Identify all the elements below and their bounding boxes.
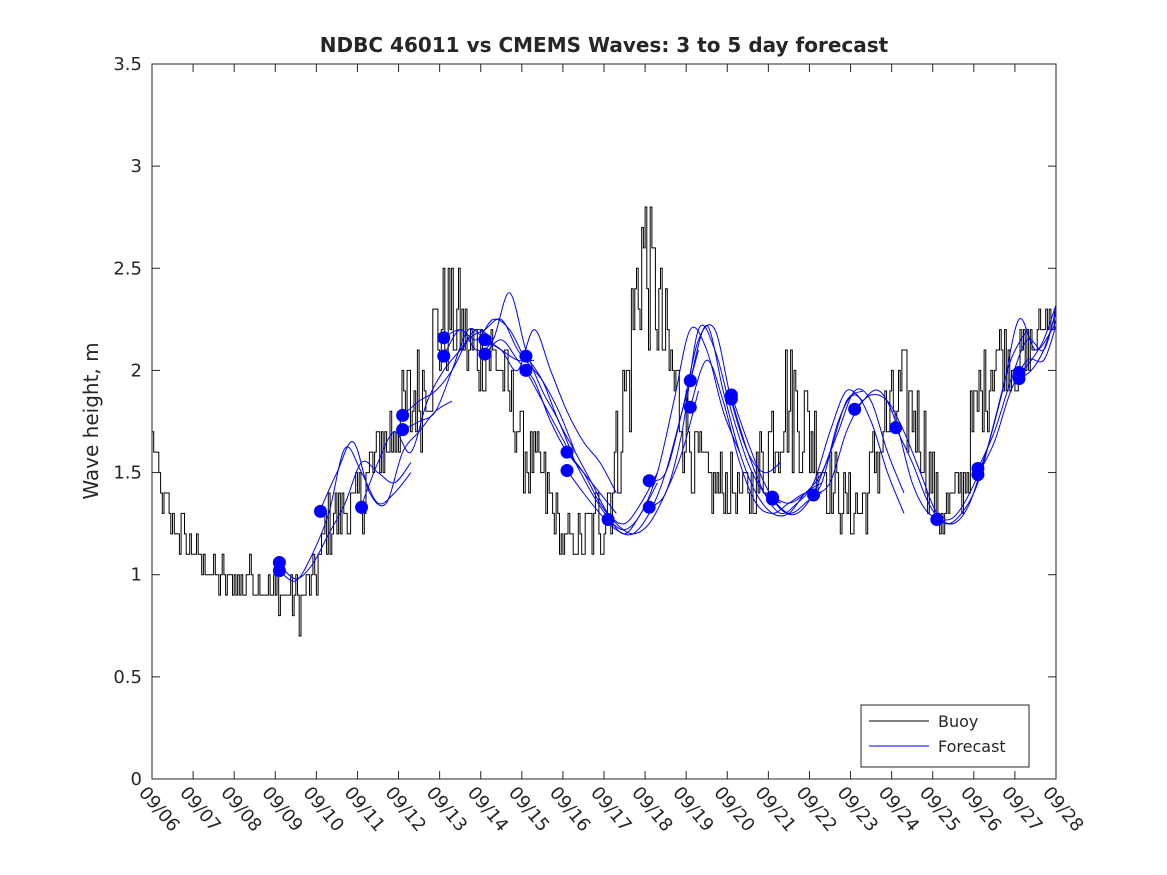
y-tick-label: 3.5 bbox=[113, 54, 142, 75]
forecast-markers bbox=[272, 331, 1026, 578]
forecast-point bbox=[272, 564, 286, 578]
forecast-point bbox=[765, 492, 779, 506]
forecast-point bbox=[642, 500, 656, 514]
chart-title: NDBC 46011 vs CMEMS Waves: 3 to 5 day fo… bbox=[320, 33, 889, 57]
forecast-line bbox=[854, 393, 987, 525]
forecast-line bbox=[361, 328, 494, 506]
buoy-series bbox=[152, 206, 1057, 637]
forecast-point bbox=[313, 504, 327, 518]
forecast-point bbox=[437, 349, 451, 363]
legend-box bbox=[860, 704, 1030, 768]
forecast-point bbox=[971, 468, 985, 482]
forecast-line bbox=[689, 324, 823, 517]
forecast-point bbox=[683, 374, 697, 388]
forecast-line bbox=[279, 460, 412, 580]
forecast-point bbox=[478, 333, 492, 347]
forecast-line bbox=[279, 446, 412, 582]
forecast-point bbox=[683, 400, 697, 414]
legend-buoy-label: Buoy bbox=[938, 712, 978, 731]
forecast-point bbox=[437, 331, 451, 345]
forecast-line bbox=[813, 389, 946, 518]
forecast-point bbox=[519, 363, 533, 377]
forecast-line bbox=[772, 388, 905, 504]
forecast-series bbox=[279, 292, 1057, 582]
forecast-point bbox=[601, 513, 615, 527]
plot-area bbox=[151, 63, 1057, 780]
forecast-point bbox=[930, 513, 944, 527]
forecast-point bbox=[355, 500, 369, 514]
forecast-point bbox=[724, 392, 738, 406]
forecast-line bbox=[443, 292, 576, 463]
forecast-line bbox=[772, 394, 905, 514]
y-tick-label: 2 bbox=[131, 360, 142, 381]
y-tick-label: 1 bbox=[131, 565, 142, 586]
forecast-line bbox=[402, 327, 535, 431]
forecast-line bbox=[607, 326, 741, 531]
forecast-point bbox=[560, 464, 574, 478]
forecast-line bbox=[484, 339, 617, 514]
forecast-point bbox=[478, 347, 492, 361]
y-tick-label: 1.5 bbox=[113, 463, 142, 484]
forecast-line bbox=[525, 355, 658, 525]
forecast-line bbox=[484, 329, 617, 494]
legend: Buoy Forecast bbox=[860, 704, 1030, 768]
y-tick-label: 3 bbox=[131, 156, 142, 177]
forecast-point bbox=[848, 402, 862, 416]
y-tick-label: 0 bbox=[131, 769, 142, 790]
y-axis-ticks: 0 0.5 1 1.5 2 2.5 3 3.5 bbox=[113, 54, 1056, 790]
y-tick-label: 0.5 bbox=[113, 667, 142, 688]
forecast-point bbox=[560, 445, 574, 459]
forecast-line bbox=[1018, 304, 1057, 375]
buoy-line bbox=[152, 206, 1057, 637]
plot-background bbox=[152, 64, 1056, 779]
forecast-point bbox=[642, 474, 656, 488]
y-axis-label: Wave height, m bbox=[79, 342, 103, 499]
forecast-line bbox=[730, 389, 864, 515]
forecast-line bbox=[689, 359, 822, 514]
forecast-line bbox=[936, 318, 1057, 521]
legend-forecast-label: Forecast bbox=[938, 737, 1006, 756]
forecast-point bbox=[1012, 372, 1026, 386]
y-tick-label: 2.5 bbox=[113, 258, 142, 279]
forecast-point bbox=[807, 488, 821, 502]
forecast-point bbox=[889, 421, 903, 435]
forecast-point bbox=[396, 408, 410, 422]
forecast-point bbox=[396, 423, 410, 437]
forecast-point bbox=[519, 349, 533, 363]
